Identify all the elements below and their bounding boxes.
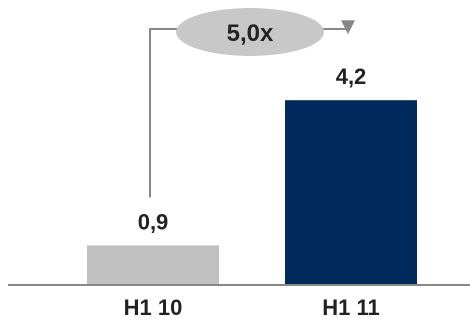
category-label-h1-11: H1 11	[322, 295, 380, 320]
growth-multiplier-bubble	[176, 8, 324, 56]
growth-arrow-head	[341, 20, 355, 35]
bar-h1-11	[285, 100, 417, 285]
category-label-h1-10: H1 10	[124, 295, 183, 320]
value-label-h1-11: 4,2	[336, 64, 367, 89]
bar-h1-10	[87, 245, 219, 285]
growth-multiplier-label: 5,0x	[227, 20, 274, 47]
value-label-h1-10: 0,9	[138, 209, 169, 234]
